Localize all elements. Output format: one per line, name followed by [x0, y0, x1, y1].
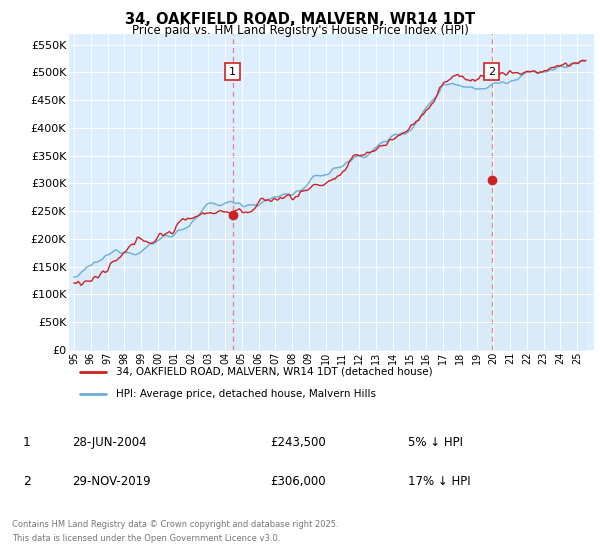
Text: 34, OAKFIELD ROAD, MALVERN, WR14 1DT: 34, OAKFIELD ROAD, MALVERN, WR14 1DT — [125, 12, 475, 27]
Text: 5% ↓ HPI: 5% ↓ HPI — [408, 436, 463, 449]
Text: 34, OAKFIELD ROAD, MALVERN, WR14 1DT (detached house): 34, OAKFIELD ROAD, MALVERN, WR14 1DT (de… — [116, 367, 433, 377]
Text: HPI: Average price, detached house, Malvern Hills: HPI: Average price, detached house, Malv… — [116, 389, 376, 399]
Text: 2: 2 — [23, 475, 31, 488]
Text: 17% ↓ HPI: 17% ↓ HPI — [408, 475, 470, 488]
Text: Price paid vs. HM Land Registry's House Price Index (HPI): Price paid vs. HM Land Registry's House … — [131, 24, 469, 37]
Text: Contains HM Land Registry data © Crown copyright and database right 2025.: Contains HM Land Registry data © Crown c… — [12, 520, 338, 529]
Text: £243,500: £243,500 — [270, 436, 326, 449]
Text: 1: 1 — [23, 436, 31, 449]
Text: This data is licensed under the Open Government Licence v3.0.: This data is licensed under the Open Gov… — [12, 534, 280, 543]
Text: 28-JUN-2004: 28-JUN-2004 — [72, 436, 146, 449]
Text: 1: 1 — [229, 67, 236, 77]
Text: 2: 2 — [488, 67, 496, 77]
Text: £306,000: £306,000 — [270, 475, 326, 488]
Text: 29-NOV-2019: 29-NOV-2019 — [72, 475, 151, 488]
